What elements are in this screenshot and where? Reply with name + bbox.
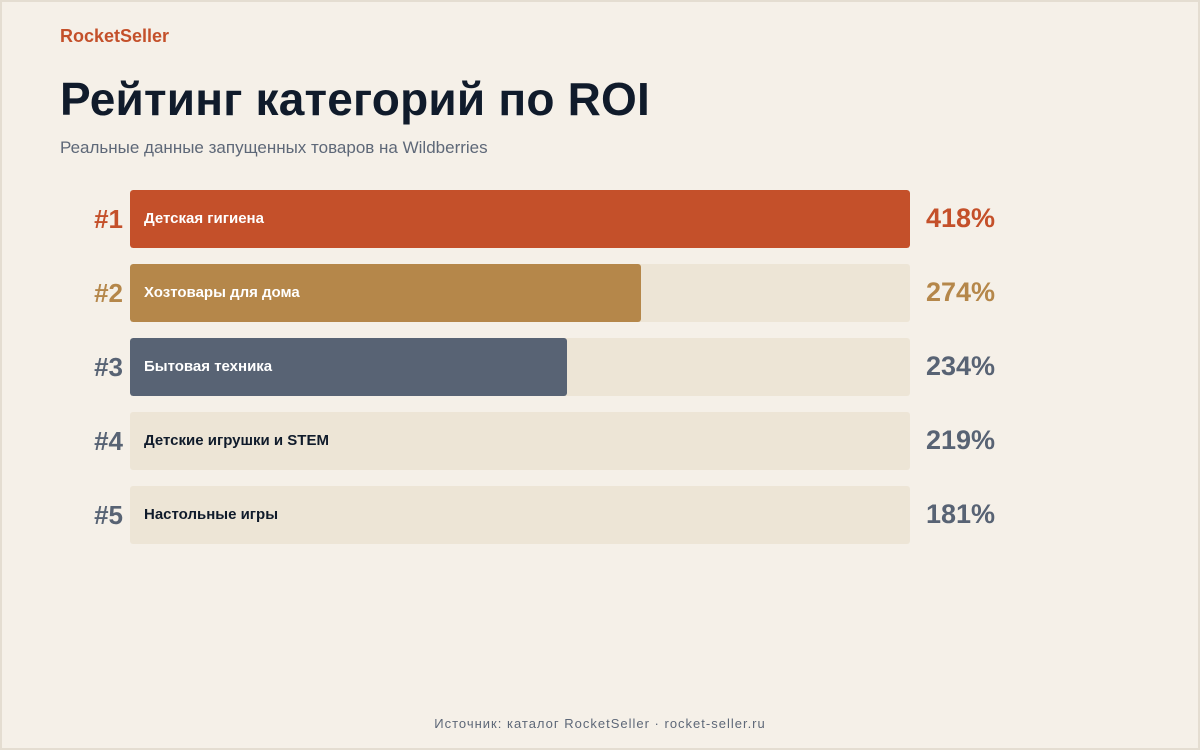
bar-track: Хозтовары для дома [130, 264, 910, 322]
bar-fill [130, 338, 567, 396]
bar-track: Бытовая техника [130, 338, 910, 396]
bar-row: #1 Детская гигиена 418% [0, 190, 1200, 248]
bar-row: #2 Хозтовары для дома 274% [0, 264, 1200, 322]
category-label: Детская гигиена [144, 210, 264, 227]
bar-row: #3 Бытовая техника 234% [0, 338, 1200, 396]
category-label: Детские игрушки и STEM [144, 432, 329, 449]
category-label: Настольные игры [144, 506, 279, 523]
value-label: 181% [926, 499, 996, 529]
brand-logo-text: RocketSeller [60, 26, 170, 46]
value-label: 274% [926, 277, 996, 307]
rank-label: #3 [94, 352, 123, 382]
rank-label: #1 [94, 204, 123, 234]
bar-row: #5 Настольные игры 181% [0, 486, 1200, 544]
category-label: Бытовая техника [144, 358, 273, 375]
bar-fill [130, 190, 910, 248]
value-label: 219% [926, 425, 996, 455]
bar-fill [130, 264, 641, 322]
bar-track: Детские игрушки и STEM [130, 412, 910, 470]
chart-subtitle: Реальные данные запущенных товаров на Wi… [60, 138, 488, 157]
bar-row: #4 Детские игрушки и STEM 219% [0, 412, 1200, 470]
category-label: Хозтовары для дома [144, 284, 300, 301]
value-label: 234% [926, 351, 996, 381]
bar-track: Детская гигиена [130, 190, 910, 248]
chart-title: Рейтинг категорий по ROI [60, 73, 650, 125]
rank-label: #5 [94, 500, 123, 530]
bar-track: Настольные игры [130, 486, 910, 544]
source-footer: Источник: каталог RocketSeller · rocket-… [434, 716, 766, 731]
value-label: 418% [926, 203, 996, 233]
rank-label: #2 [94, 278, 123, 308]
rank-label: #4 [94, 426, 123, 456]
